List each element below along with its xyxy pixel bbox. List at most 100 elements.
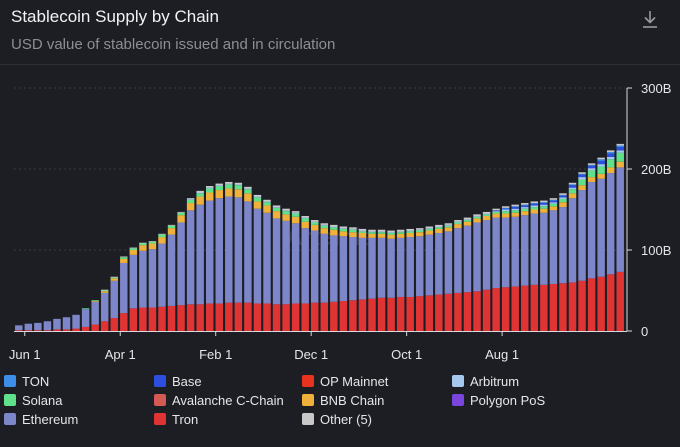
bar-segment-ethereum bbox=[110, 280, 118, 319]
bar-segment-arbitrum bbox=[482, 213, 491, 215]
legend-item[interactable]: BNB Chain bbox=[302, 391, 384, 409]
bar-segment-ethereum bbox=[282, 220, 290, 305]
bar-segment-other-5- bbox=[454, 220, 462, 222]
bar-segment-arbitrum bbox=[282, 210, 290, 212]
chart-subtitle: USD value of stablecoin issued and in ci… bbox=[11, 36, 336, 53]
bar-segment-solana bbox=[435, 227, 443, 229]
bar-segment-ethereum bbox=[81, 309, 90, 327]
bar-segment-bnb-chain bbox=[234, 189, 243, 198]
bar-segment-base bbox=[549, 200, 558, 203]
bar-segment-arbitrum bbox=[416, 229, 424, 231]
legend-item[interactable]: Arbitrum bbox=[452, 372, 519, 390]
bar-segment-ethereum bbox=[330, 235, 338, 302]
bar-segment-solana bbox=[530, 207, 539, 210]
bar-segment-bnb-chain bbox=[406, 232, 414, 238]
download-icon[interactable] bbox=[639, 8, 661, 30]
legend-item[interactable]: Avalanche C-Chain bbox=[154, 391, 284, 409]
bar-segment-other-5- bbox=[559, 193, 567, 195]
bar-segment-ethereum bbox=[72, 314, 80, 329]
bar-segment-bnb-chain bbox=[339, 231, 348, 237]
legend-swatch bbox=[154, 394, 166, 406]
bar-segment-ethereum bbox=[53, 318, 61, 330]
bar-segment-tron bbox=[91, 324, 99, 331]
bar-segment-tron bbox=[100, 321, 109, 331]
legend-item[interactable]: Other (5) bbox=[302, 410, 372, 428]
legend-label: Polygon PoS bbox=[470, 392, 546, 408]
bar-segment-bnb-chain bbox=[387, 234, 395, 239]
bar-segment-solana bbox=[349, 229, 357, 233]
legend-item[interactable]: Ethereum bbox=[4, 410, 78, 428]
bar-segment-other-5- bbox=[444, 223, 453, 225]
bar-segment-ethereum bbox=[339, 236, 348, 302]
bar-segment-bnb-chain bbox=[473, 218, 481, 223]
bar-segment-ethereum bbox=[463, 225, 472, 293]
bar-segment-bnb-chain bbox=[521, 211, 529, 216]
bar-segment-solana bbox=[158, 234, 166, 238]
bar-segment-tron bbox=[81, 326, 90, 331]
bar-segment-tron bbox=[158, 306, 166, 331]
legend-label: Base bbox=[172, 373, 202, 389]
bar-segment-ethereum bbox=[158, 243, 166, 307]
bar-segment-tron bbox=[501, 287, 510, 331]
legend-item[interactable]: Base bbox=[154, 372, 202, 390]
bar-segment-arbitrum bbox=[540, 204, 548, 207]
bar-segment-solana bbox=[167, 225, 176, 229]
legend-swatch bbox=[302, 394, 314, 406]
bar-segment-arbitrum bbox=[473, 215, 481, 217]
bar-segment-tron bbox=[244, 302, 252, 331]
legend-item[interactable]: Tron bbox=[154, 410, 198, 428]
bar-segment-ethereum bbox=[358, 237, 367, 300]
bar-segment-bnb-chain bbox=[349, 232, 357, 238]
bar-segment-other-5- bbox=[396, 229, 405, 232]
bar-segment-ethereum bbox=[616, 167, 624, 272]
bar-segment-tron bbox=[215, 303, 223, 331]
bar-segment-tron bbox=[205, 303, 214, 331]
bar-segment-tron bbox=[416, 296, 424, 331]
bar-segment-other-5- bbox=[330, 224, 338, 227]
x-tick-label: Jun 1 bbox=[9, 347, 41, 362]
bar-segment-other-5- bbox=[416, 228, 424, 230]
bar-segment-bnb-chain bbox=[444, 227, 453, 232]
legend-item[interactable]: OP Mainnet bbox=[302, 372, 388, 390]
bar-segment-ethereum bbox=[349, 237, 357, 301]
bar-segment-other-5- bbox=[196, 190, 204, 193]
bar-segment-ethereum bbox=[291, 223, 300, 304]
bar-segment-solana bbox=[205, 188, 214, 193]
bar-segment-arbitrum bbox=[215, 185, 223, 187]
legend-item[interactable]: TON bbox=[4, 372, 49, 390]
bar-segment-other-5- bbox=[301, 215, 309, 218]
bar-segment-other-5- bbox=[177, 211, 185, 213]
bar-segment-bnb-chain bbox=[120, 258, 128, 263]
bar-segment-arbitrum bbox=[463, 219, 472, 221]
legend-item[interactable]: Polygon PoS bbox=[452, 391, 545, 409]
bar-segment-ethereum bbox=[521, 215, 529, 286]
x-tick-label: Oct 1 bbox=[391, 347, 422, 362]
bar-segment-tron bbox=[339, 301, 348, 331]
bar-segment-solana bbox=[549, 203, 558, 207]
bar-segment-tron bbox=[110, 318, 118, 331]
bar-segment-bnb-chain bbox=[129, 250, 138, 255]
bar-segment-tron bbox=[282, 304, 290, 331]
bar-segment-solana bbox=[139, 243, 147, 246]
legend-swatch bbox=[4, 413, 16, 425]
bar-segment-bnb-chain bbox=[568, 193, 577, 199]
bar-segment-bnb-chain bbox=[110, 278, 118, 281]
bar-segment-bnb-chain bbox=[559, 202, 567, 208]
bar-segment-solana bbox=[301, 218, 309, 222]
bar-segment-solana bbox=[511, 210, 519, 213]
bar-segment-arbitrum bbox=[244, 188, 252, 190]
legend-label: BNB Chain bbox=[320, 392, 385, 408]
bar-segment-base bbox=[578, 174, 586, 178]
bar-segment-ethereum bbox=[253, 208, 262, 304]
bar-segment-tron bbox=[454, 292, 462, 331]
bar-segment-solana bbox=[100, 290, 109, 292]
bar-segment-solana bbox=[263, 202, 271, 206]
bar-segment-ethereum bbox=[15, 325, 23, 331]
bar-segment-ethereum bbox=[100, 292, 109, 322]
bar-segment-bnb-chain bbox=[186, 203, 195, 211]
bar-segment-tron bbox=[291, 303, 300, 331]
legend-item[interactable]: Solana bbox=[4, 391, 62, 409]
bar-segment-bnb-chain bbox=[368, 233, 376, 238]
bar-segment-solana bbox=[521, 208, 529, 212]
